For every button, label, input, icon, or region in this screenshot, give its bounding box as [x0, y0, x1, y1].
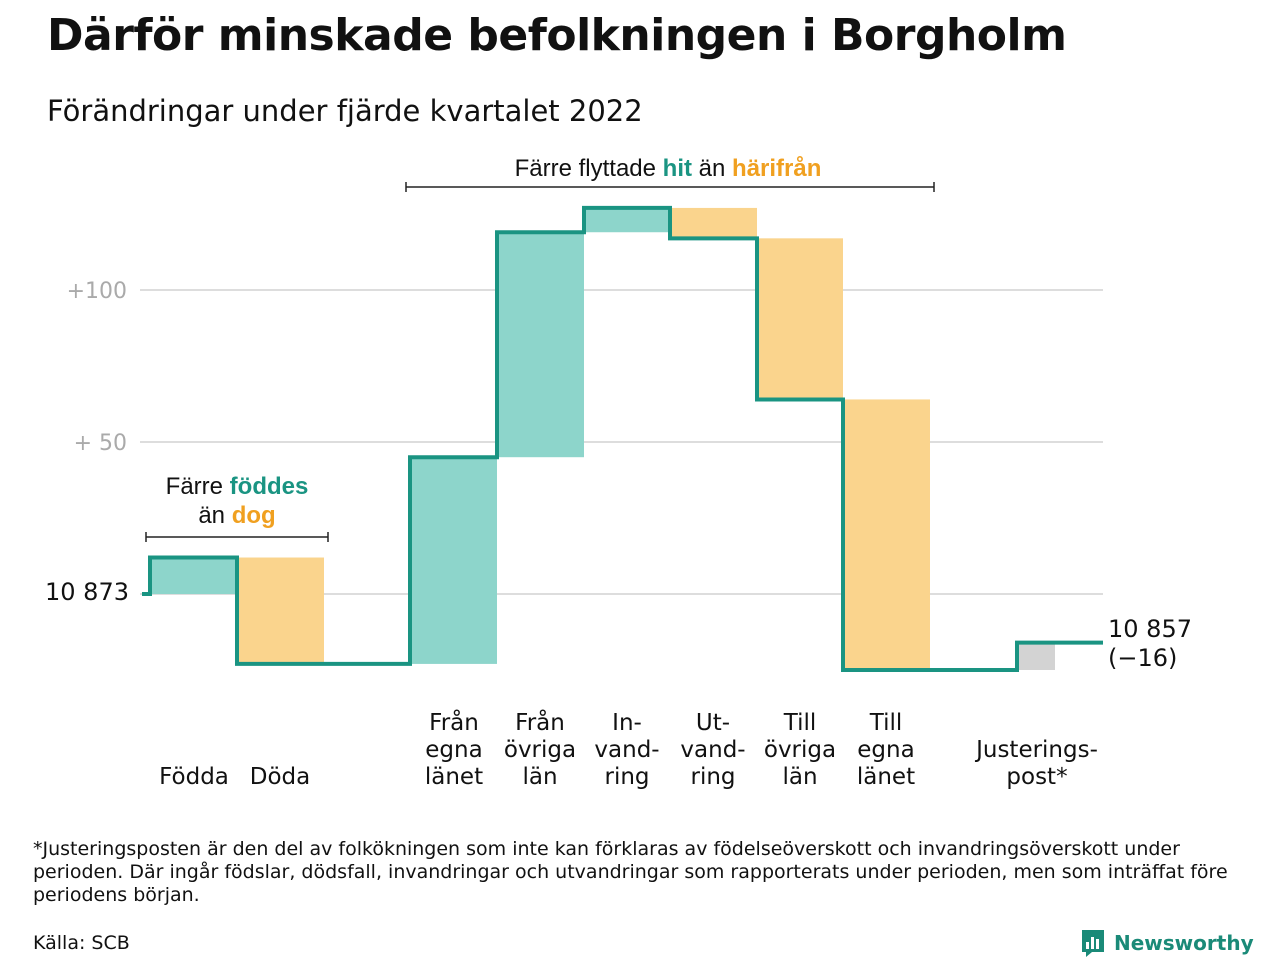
bar-increase: [150, 557, 236, 594]
chart-title: Därför minskade befolkningen i Borgholm: [47, 10, 1067, 61]
bar-decrease: [670, 207, 757, 239]
bar-decrease: [757, 238, 843, 400]
births-annotation: Färre föddes: [166, 473, 309, 500]
category-label: In-vand-ring: [594, 710, 659, 790]
bar-increase: [497, 232, 584, 458]
category-label: Till egna länet: [857, 710, 915, 790]
brand-name: Newsworthy: [1114, 931, 1254, 955]
category-label: Justerings-post*: [974, 737, 1098, 790]
bar-decrease: [237, 557, 324, 664]
newsworthy-logo-icon: [1082, 930, 1104, 957]
step-line: [142, 205, 1103, 672]
brand-logo: Newsworthy: [1080, 928, 1254, 958]
category-label: Döda: [250, 764, 310, 790]
bar-adjustment: [1017, 642, 1055, 670]
bar-increase: [410, 457, 497, 664]
category-label: Till övriga län: [764, 710, 836, 790]
category-label: Från övriga län: [504, 708, 576, 790]
end-change-label: (−16): [1108, 644, 1177, 672]
births-annotation: än dog: [198, 502, 275, 529]
waterfall-chart: +100 + 50 Födda Döda Från egna länet Från övriga…: [45, 155, 1192, 790]
end-value-label: 10 857: [1108, 615, 1192, 643]
y-tick-label: +100: [67, 279, 127, 304]
category-label: Ut-vand-ring: [680, 710, 745, 790]
category-label: Födda: [159, 764, 229, 790]
footnote: *Justeringsposten är den del av folkökni…: [33, 838, 1228, 906]
chart-subtitle: Förändringar under fjärde kvartalet 2022: [47, 94, 643, 128]
source-label: Källa: SCB: [33, 932, 130, 954]
bar-decrease: [843, 399, 930, 670]
migration-annotation: Färre flyttade hit än härifrån: [515, 155, 822, 182]
y-tick-label: + 50: [74, 431, 127, 456]
start-value-label: 10 873: [45, 578, 129, 606]
bar-increase: [584, 207, 670, 233]
category-label: Från egna länet: [425, 708, 483, 790]
